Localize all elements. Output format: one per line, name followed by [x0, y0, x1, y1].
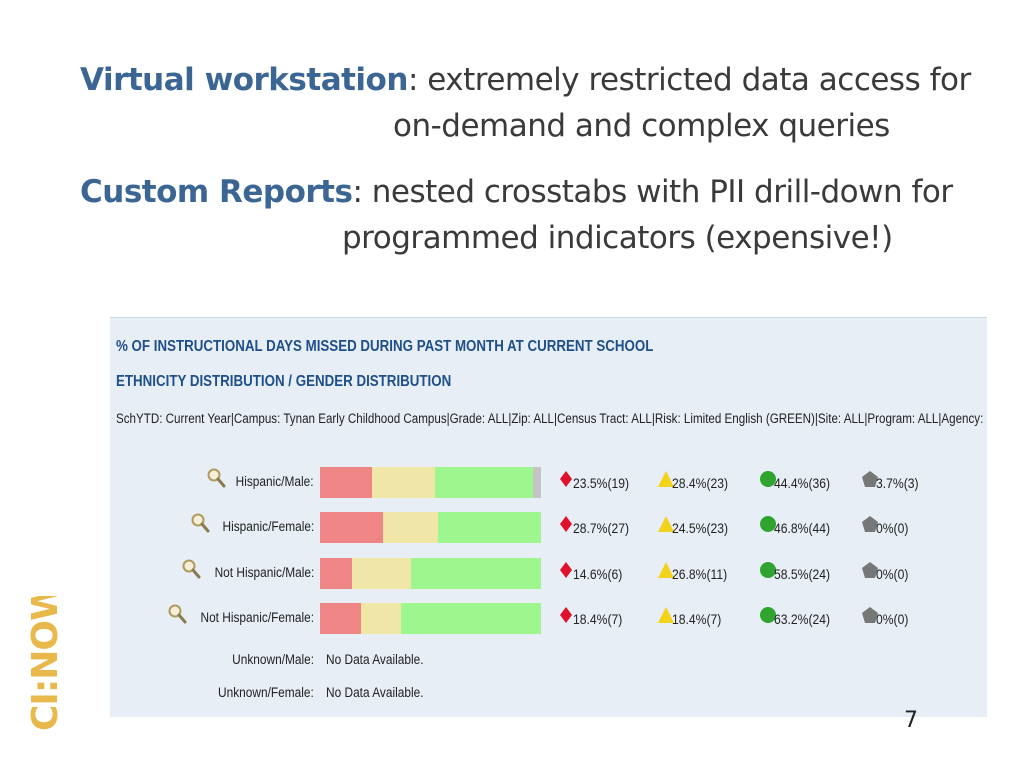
- chart-row: Hispanic/Female: 28.7%(27) 24.5%(23) 46.8%(…: [110, 512, 987, 544]
- bullet-term: Custom Reports: [80, 174, 353, 210]
- magnifier-icon[interactable]: [168, 603, 187, 625]
- chart-row: Not Hispanic/Female: 18.4%(7) 18.4%(7) 63.2…: [110, 603, 987, 635]
- data-label-text: 23.5%(19): [573, 476, 630, 491]
- stacked-bar[interactable]: [320, 467, 541, 498]
- data-label-text: 18.4%(7): [573, 612, 623, 627]
- report-title: % OF INSTRUCTIONAL DAYS MISSED DURING PA…: [116, 338, 654, 355]
- data-label-text: 28.7%(27): [573, 521, 630, 536]
- bar-segment: [371, 467, 435, 498]
- bar-segment: [401, 603, 541, 634]
- report-filter-text: SchYTD: Current Year|Campus: Tynan Early…: [116, 411, 984, 426]
- magnifier-icon[interactable]: [182, 558, 201, 580]
- magnifier-icon[interactable]: [207, 467, 226, 489]
- data-label-text: 18.4%(7): [672, 612, 722, 627]
- data-label-text: 0%(0): [876, 521, 909, 536]
- report-panel: % OF INSTRUCTIONAL DAYS MISSED DURING PA…: [110, 317, 987, 717]
- unknown-male-label: Unknown/Male:: [232, 652, 314, 667]
- bullet-separator: :: [407, 62, 418, 98]
- gray-pentagon-icon: [862, 562, 878, 578]
- bar-segment: [320, 558, 353, 589]
- chart-row: Hispanic/Male: 23.5%(19) 28.4%(23) 44.4%(36…: [110, 467, 987, 499]
- bar-segment: [320, 467, 372, 498]
- unknown-female-no-data: No Data Available.: [326, 685, 424, 700]
- bar-segment: [434, 467, 533, 498]
- bullet-text-line2: programmed indicators (expensive!): [342, 220, 893, 256]
- bar-segment: [532, 467, 541, 498]
- green-circle-icon: [760, 562, 776, 578]
- red-diamond-icon: [560, 516, 572, 532]
- red-diamond-icon: [560, 607, 572, 623]
- data-label-text: 28.4%(23): [672, 476, 729, 491]
- yellow-triangle-icon: [658, 562, 674, 578]
- category-label: Hispanic/Female:: [222, 519, 314, 534]
- data-label-text: 3.7%(3): [876, 476, 919, 491]
- cinow-logo: CI:NOW: [30, 596, 64, 731]
- chart-row: Not Hispanic/Male: 14.6%(6) 26.8%(11) 58.5%…: [110, 558, 987, 590]
- bullet-term: Virtual workstation: [80, 62, 408, 98]
- stacked-bar[interactable]: [320, 558, 541, 589]
- green-circle-icon: [760, 516, 776, 532]
- category-label: Not Hispanic/Female:: [200, 610, 314, 625]
- green-circle-icon: [760, 607, 776, 623]
- data-label-text: 58.5%(24): [774, 567, 831, 582]
- stacked-bar[interactable]: [320, 603, 541, 634]
- red-diamond-icon: [560, 471, 572, 487]
- gray-pentagon-icon: [862, 471, 878, 487]
- data-label-text: 26.8%(11): [672, 567, 728, 582]
- bar-segment: [411, 558, 541, 589]
- yellow-triangle-icon: [658, 516, 674, 532]
- gray-pentagon-icon: [862, 607, 878, 623]
- gray-pentagon-icon: [862, 516, 878, 532]
- svg-text:CI:NOW: CI:NOW: [30, 596, 64, 731]
- stacked-bar[interactable]: [320, 512, 541, 543]
- green-circle-icon: [760, 471, 776, 487]
- category-label: Not Hispanic/Male:: [214, 565, 314, 580]
- bullet-separator: :: [352, 174, 363, 210]
- category-label: Hispanic/Male:: [236, 474, 314, 489]
- data-label-text: 14.6%(6): [573, 567, 623, 582]
- bullet-text-line1: nested crosstabs with PII drill-down for: [362, 174, 953, 210]
- yellow-triangle-icon: [658, 471, 674, 487]
- bullet-custom-reports: Custom Reports: nested crosstabs with PI…: [80, 169, 953, 261]
- bar-segment: [383, 512, 438, 543]
- magnifier-icon[interactable]: [191, 512, 210, 534]
- data-label-text: 0%(0): [876, 612, 909, 627]
- bar-segment: [437, 512, 541, 543]
- red-diamond-icon: [560, 562, 572, 578]
- unknown-female-label: Unknown/Female:: [218, 685, 314, 700]
- report-subtitle: ETHNICITY DISTRIBUTION / GENDER DISTRIBU…: [116, 373, 452, 390]
- bullet-text-line1: extremely restricted data access for: [417, 62, 971, 98]
- bullet-virtual-workstation: Virtual workstation: extremely restricte…: [80, 57, 971, 149]
- data-label-text: 46.8%(44): [774, 521, 831, 536]
- data-label-text: 24.5%(23): [672, 521, 729, 536]
- data-label-text: 63.2%(24): [774, 612, 831, 627]
- bullet-text-line2: on-demand and complex queries: [393, 108, 890, 144]
- page-number: 7: [904, 708, 918, 733]
- data-label-text: 0%(0): [876, 567, 909, 582]
- bar-segment: [320, 512, 384, 543]
- unknown-male-no-data: No Data Available.: [326, 652, 424, 667]
- bar-segment: [320, 603, 361, 634]
- bar-segment: [360, 603, 402, 634]
- yellow-triangle-icon: [658, 607, 674, 623]
- data-label-text: 44.4%(36): [774, 476, 831, 491]
- bar-segment: [352, 558, 412, 589]
